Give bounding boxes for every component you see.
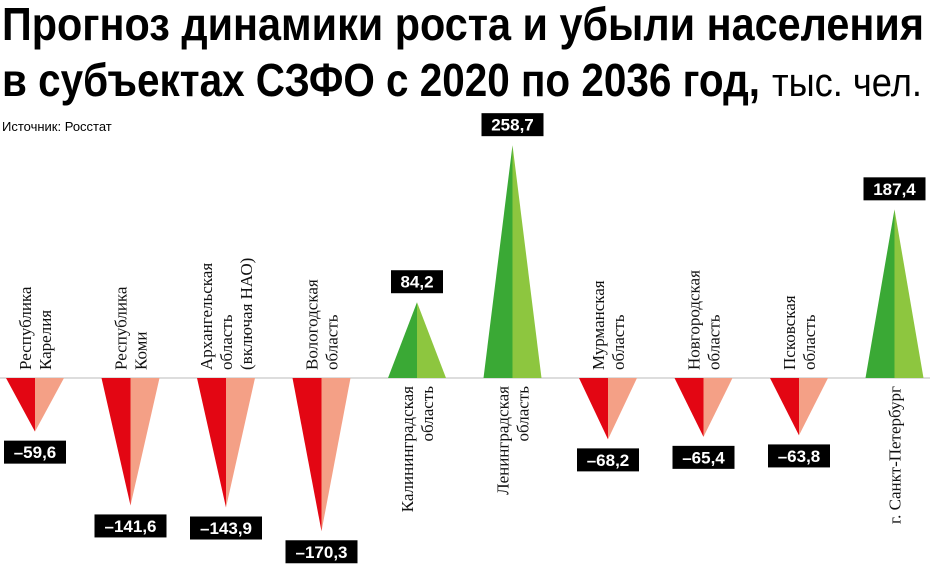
category-label: Новгородская: [685, 270, 704, 370]
value-label: –63,8: [778, 447, 821, 466]
value-label: 84,2: [400, 273, 433, 292]
category-label: область: [323, 314, 342, 370]
value-label: –68,2: [587, 451, 630, 470]
triangle-half: [894, 209, 924, 378]
category-label: область: [217, 314, 236, 370]
source: Источник: Росстат: [2, 119, 112, 134]
triangle-half: [608, 378, 637, 440]
value-label: 258,7: [491, 116, 534, 135]
triangle-half: [226, 378, 255, 508]
category-label: область: [609, 314, 628, 370]
value-label: –65,4: [682, 448, 725, 467]
value-label-box: [768, 444, 830, 468]
category-label: область: [514, 386, 533, 442]
triangle-half: [483, 145, 513, 378]
category-label: область: [705, 314, 724, 370]
triangle-half: [321, 378, 351, 532]
category-label: Вологодская: [303, 279, 322, 370]
triangle-half: [512, 145, 542, 378]
triangle-half: [417, 302, 446, 378]
category-label: Карелия: [36, 310, 55, 370]
category-label: Архангельская: [197, 263, 216, 370]
chart-title: в субъектах СЗФО с 2020 по 2036 год,: [2, 54, 760, 106]
value-label: –143,9: [200, 519, 252, 538]
category-label: г. Санкт-Петербург: [886, 386, 905, 524]
triangle-half: [101, 378, 131, 506]
chart-title: Прогноз динамики роста и убыли населения: [2, 0, 924, 50]
value-label: –170,3: [296, 543, 348, 562]
value-label: –59,6: [14, 443, 57, 462]
triangle-half: [579, 378, 608, 440]
triangle-half: [703, 378, 733, 437]
value-label-box: [672, 445, 735, 469]
category-label: Псковская: [780, 295, 799, 370]
category-label: (включая НАО): [237, 258, 256, 370]
category-label: область: [800, 314, 819, 370]
triangle-half: [292, 378, 322, 532]
triangle-half: [388, 302, 417, 378]
value-label-box: [285, 540, 358, 564]
triangle-half: [770, 378, 799, 436]
triangle-half: [674, 378, 704, 437]
value-label-box: [577, 448, 639, 472]
value-label: 187,4: [873, 180, 916, 199]
value-label-box: [4, 440, 66, 464]
triangle-half: [197, 378, 226, 508]
value-label-box: [391, 270, 443, 294]
category-label: Мурманская: [589, 280, 608, 370]
category-label: Калининградская: [398, 386, 417, 512]
category-label: Республика: [112, 286, 131, 370]
value-label-box: [481, 113, 544, 137]
triangle-half: [130, 378, 160, 506]
triangle-half: [35, 378, 64, 432]
category-label: область: [418, 386, 437, 442]
triangle-half: [6, 378, 35, 432]
triangle-half: [865, 209, 895, 378]
value-label-box: [863, 177, 926, 201]
unit: тыс. чел.: [772, 61, 922, 105]
category-label: Республика: [16, 286, 35, 370]
value-label-box: [190, 516, 262, 540]
triangle-half: [799, 378, 828, 436]
value-label: –141,6: [105, 517, 157, 536]
value-label-box: [94, 514, 167, 538]
category-label: Коми: [132, 331, 151, 370]
category-label: Ленинградская: [494, 386, 513, 495]
